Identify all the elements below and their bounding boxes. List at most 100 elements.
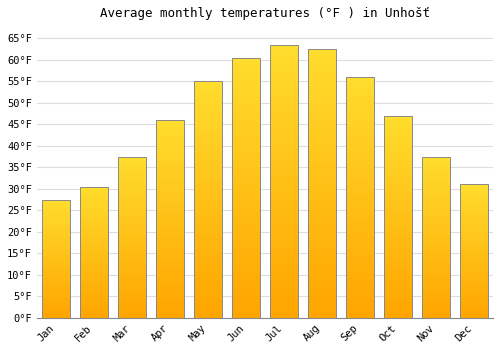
Bar: [422, 228, 450, 231]
Bar: [422, 257, 450, 260]
Bar: [42, 308, 70, 311]
Bar: [460, 259, 488, 262]
Bar: [346, 303, 374, 308]
Bar: [384, 314, 412, 318]
Bar: [80, 273, 108, 276]
Bar: [308, 119, 336, 124]
Bar: [118, 156, 146, 160]
Bar: [156, 247, 184, 251]
Bar: [42, 259, 70, 261]
Bar: [118, 253, 146, 257]
Bar: [194, 91, 222, 96]
Bar: [308, 81, 336, 86]
Bar: [460, 302, 488, 304]
Bar: [194, 256, 222, 261]
Bar: [80, 310, 108, 313]
Bar: [270, 99, 298, 105]
Bar: [308, 210, 336, 216]
Bar: [460, 299, 488, 302]
Bar: [270, 241, 298, 247]
Bar: [156, 215, 184, 219]
Bar: [270, 116, 298, 121]
Bar: [80, 286, 108, 289]
Bar: [156, 278, 184, 282]
Bar: [270, 225, 298, 230]
Bar: [422, 315, 450, 318]
Bar: [42, 240, 70, 242]
Bar: [422, 208, 450, 211]
Bar: [270, 159, 298, 165]
Bar: [232, 125, 260, 131]
Bar: [308, 124, 336, 130]
Bar: [80, 244, 108, 247]
Bar: [270, 209, 298, 214]
Bar: [270, 165, 298, 170]
Bar: [346, 212, 374, 217]
Bar: [422, 195, 450, 198]
Bar: [422, 247, 450, 250]
Bar: [156, 124, 184, 128]
Bar: [308, 270, 336, 275]
Bar: [156, 302, 184, 306]
Bar: [346, 178, 374, 183]
Bar: [422, 270, 450, 273]
Bar: [384, 257, 412, 261]
Bar: [232, 63, 260, 68]
Bar: [232, 276, 260, 281]
Bar: [384, 209, 412, 213]
Bar: [232, 182, 260, 188]
Bar: [384, 144, 412, 148]
Bar: [156, 306, 184, 310]
Bar: [346, 260, 374, 265]
Bar: [270, 170, 298, 176]
Bar: [422, 302, 450, 305]
Bar: [232, 229, 260, 234]
Bar: [384, 273, 412, 278]
Bar: [156, 219, 184, 223]
Bar: [80, 231, 108, 234]
Bar: [80, 192, 108, 195]
Bar: [270, 198, 298, 203]
Bar: [460, 227, 488, 230]
Bar: [308, 162, 336, 167]
Bar: [460, 270, 488, 273]
Bar: [346, 145, 374, 149]
Bar: [460, 310, 488, 313]
Bar: [270, 176, 298, 181]
Bar: [232, 245, 260, 250]
Bar: [460, 286, 488, 288]
Bar: [460, 246, 488, 248]
Bar: [80, 247, 108, 250]
Bar: [42, 287, 70, 289]
Bar: [460, 209, 488, 211]
Bar: [80, 313, 108, 315]
Bar: [118, 211, 146, 215]
Bar: [384, 253, 412, 257]
Bar: [308, 65, 336, 70]
Bar: [194, 247, 222, 252]
Bar: [384, 213, 412, 217]
Bar: [42, 289, 70, 292]
Bar: [346, 274, 374, 279]
Bar: [156, 270, 184, 274]
Bar: [422, 308, 450, 312]
Bar: [194, 147, 222, 152]
Bar: [460, 307, 488, 310]
Bar: [346, 241, 374, 246]
Bar: [384, 286, 412, 289]
Bar: [194, 152, 222, 157]
Bar: [460, 217, 488, 219]
Bar: [156, 128, 184, 132]
Bar: [232, 224, 260, 229]
Bar: [232, 146, 260, 151]
Bar: [80, 202, 108, 205]
Bar: [460, 280, 488, 283]
Bar: [422, 182, 450, 186]
Bar: [384, 136, 412, 140]
Bar: [270, 296, 298, 301]
Bar: [270, 214, 298, 219]
Bar: [118, 244, 146, 247]
Bar: [156, 298, 184, 302]
Bar: [156, 148, 184, 152]
Bar: [156, 223, 184, 227]
